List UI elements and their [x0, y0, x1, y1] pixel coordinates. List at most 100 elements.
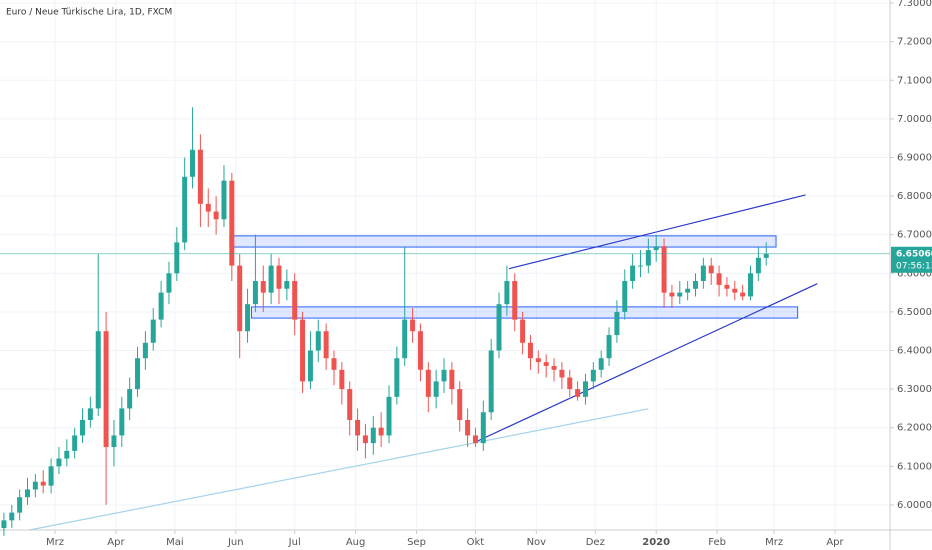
candle-body — [465, 419, 471, 436]
candle-body — [323, 331, 329, 359]
trend-line — [508, 194, 806, 270]
candle-body — [40, 481, 46, 486]
y-tick-label: 6.70000 — [897, 230, 932, 241]
candle-body — [9, 512, 15, 521]
candle-body — [260, 281, 266, 293]
candle-body — [661, 246, 667, 293]
candle-body — [370, 427, 376, 444]
candle-body — [645, 250, 651, 266]
candle-body — [80, 419, 86, 436]
candle-body — [520, 319, 526, 343]
candle-body — [763, 253, 769, 258]
candle-body — [229, 180, 235, 266]
x-tick-label: Nov — [527, 537, 547, 548]
countdown-label: 07:56:13 — [896, 261, 932, 271]
candle-body — [142, 342, 148, 359]
y-tick-label: 6.30000 — [897, 384, 932, 395]
candle-body — [417, 331, 423, 370]
candle-body — [433, 381, 439, 397]
candle-body — [190, 149, 196, 177]
x-tick-label: Feb — [708, 537, 726, 548]
grid — [0, 0, 890, 530]
candle-body — [72, 435, 78, 451]
candle-body — [315, 331, 321, 351]
candle-body — [103, 331, 109, 448]
candle-body — [135, 358, 141, 390]
candle-body — [252, 281, 258, 305]
x-tick-label: Mrz — [765, 537, 783, 548]
candle-body — [606, 335, 612, 359]
candle-body — [425, 369, 431, 397]
candle-body — [551, 365, 557, 370]
candle-body — [480, 412, 486, 444]
candle-body — [221, 180, 227, 220]
candle-body — [127, 389, 133, 409]
candle-body — [630, 265, 636, 282]
candle-body — [158, 292, 164, 320]
candle-body — [543, 362, 549, 366]
candle-body — [56, 458, 62, 467]
x-tick-label: Apr — [826, 537, 844, 548]
y-tick-label: 6.00000 — [897, 500, 932, 511]
candle-body — [716, 273, 722, 285]
y-tick-label: 6.20000 — [897, 423, 932, 434]
candle-body — [119, 408, 125, 436]
candle-body — [559, 369, 565, 378]
y-tick-label: 6.10000 — [897, 461, 932, 472]
candle-body — [386, 396, 392, 436]
candle-body — [622, 281, 628, 312]
candle-body — [488, 350, 494, 413]
candle-body — [182, 176, 188, 243]
candle-body — [472, 435, 478, 444]
candle-body — [496, 304, 502, 351]
candle-body — [355, 419, 361, 436]
x-tick-label: 2020 — [642, 537, 670, 548]
chart-title: Euro / Neue Türkische Lira, 1D, FXCM — [6, 8, 172, 18]
candle-body — [449, 369, 455, 390]
candle-body — [95, 331, 101, 409]
y-tick-label: 6.90000 — [897, 152, 932, 163]
candle-body — [724, 284, 730, 289]
trend-line — [29, 408, 649, 531]
y-tick-label: 7.00000 — [897, 114, 932, 125]
last-price-box — [891, 246, 932, 273]
candle-body — [197, 149, 203, 204]
candle-body — [575, 389, 581, 397]
candle-body — [457, 389, 463, 420]
candle-body — [410, 319, 416, 332]
candle-body — [48, 466, 54, 486]
y-tick-label: 6.40000 — [897, 346, 932, 357]
candle-body — [276, 265, 282, 289]
x-tick-label: Jul — [288, 537, 301, 548]
candle-body — [504, 281, 510, 305]
x-tick-label: Okt — [467, 537, 485, 548]
x-tick-label: Mrz — [46, 537, 64, 548]
candle-body — [598, 358, 604, 370]
candle-body — [166, 273, 172, 293]
candle-body — [692, 281, 698, 289]
candle-body — [284, 281, 290, 289]
x-tick-label: Dez — [586, 537, 605, 548]
candle-body — [150, 319, 156, 343]
x-tick-label: Mai — [166, 537, 184, 548]
candle-body — [111, 435, 117, 448]
candle-body — [17, 497, 23, 513]
candle-body — [25, 489, 31, 498]
candle-body — [362, 435, 368, 444]
y-tick-label: 6.50000 — [897, 307, 932, 318]
candle-body — [292, 281, 298, 320]
candle-body — [347, 389, 353, 420]
candle-body — [87, 408, 93, 420]
y-tick-label: 7.10000 — [897, 75, 932, 86]
candle-body — [567, 377, 573, 390]
candle-body — [732, 288, 738, 293]
candle-body — [300, 319, 306, 382]
candle-body — [582, 381, 588, 397]
candle-body — [378, 427, 384, 436]
candle-body — [307, 350, 313, 382]
candle-body — [331, 358, 337, 370]
candle-body — [213, 211, 219, 220]
